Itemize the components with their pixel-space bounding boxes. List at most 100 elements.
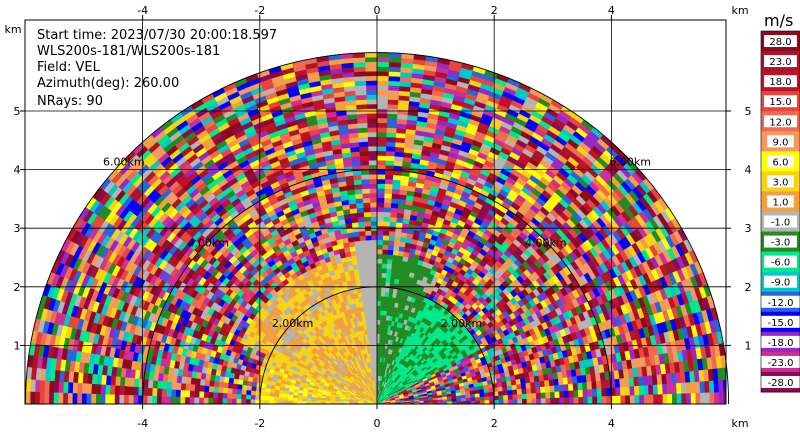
velocity-cell <box>390 263 397 270</box>
velocity-cell <box>217 387 224 394</box>
velocity-cell <box>368 159 378 166</box>
velocity-cell <box>355 249 362 256</box>
velocity-cell <box>503 394 509 400</box>
velocity-cell <box>385 141 396 148</box>
velocity-cell <box>213 380 220 388</box>
velocity-cell <box>371 244 378 250</box>
velocity-cell <box>389 277 395 284</box>
velocity-cell <box>128 386 135 396</box>
velocity-cell <box>359 150 369 157</box>
velocity-cell <box>511 384 518 391</box>
velocity-cell <box>376 277 382 283</box>
velocity-cell <box>387 296 393 303</box>
velocity-cell <box>376 286 382 292</box>
velocity-cell <box>376 192 385 199</box>
velocity-cell <box>376 141 387 147</box>
velocity-cell <box>389 221 397 228</box>
velocity-cell <box>393 278 400 285</box>
velocity-cell <box>370 220 378 227</box>
velocity-cell <box>222 382 229 389</box>
velocity-cell <box>250 386 257 392</box>
velocity-cell <box>371 249 378 255</box>
velocity-cell <box>231 393 237 400</box>
velocity-cell <box>376 263 383 269</box>
velocity-cell <box>218 381 225 389</box>
velocity-cell <box>391 188 400 195</box>
velocity-cell <box>525 387 532 394</box>
velocity-cell <box>539 386 546 393</box>
velocity-cell <box>376 258 383 264</box>
velocity-cell <box>370 234 378 241</box>
velocity-cell <box>311 399 317 403</box>
velocity-cell <box>385 150 395 157</box>
velocity-cell <box>385 268 392 274</box>
velocity-cell <box>369 300 374 307</box>
velocity-cell <box>623 377 630 387</box>
velocity-cell <box>386 258 393 265</box>
velocity-cell <box>376 159 386 166</box>
velocity-cell <box>370 230 378 236</box>
velocity-cell <box>222 387 229 394</box>
velocity-cell <box>364 235 372 241</box>
velocity-cell <box>382 319 387 325</box>
velocity-cell <box>383 305 388 312</box>
velocity-cell <box>372 277 378 283</box>
velocity-cell <box>151 388 158 397</box>
velocity-cell <box>207 397 214 404</box>
velocity-cell <box>358 226 366 232</box>
velocity-cell <box>287 394 294 399</box>
velocity-cell <box>360 244 367 251</box>
velocity-cell <box>259 391 266 397</box>
velocity-cell <box>384 188 393 194</box>
velocity-cell <box>217 392 223 399</box>
velocity-cell <box>633 385 640 396</box>
velocity-cell <box>166 381 173 390</box>
velocity-cell <box>380 286 386 293</box>
velocity-cell <box>395 269 401 275</box>
velocity-cell <box>278 396 284 401</box>
velocity-cell <box>390 202 399 209</box>
velocity-cell <box>572 382 579 391</box>
velocity-cell <box>383 192 392 199</box>
velocity-cell <box>165 389 172 398</box>
velocity-cell <box>170 382 177 391</box>
velocity-cell <box>383 300 389 307</box>
velocity-cell <box>376 267 382 274</box>
velocity-cell <box>521 393 528 400</box>
velocity-cell <box>189 390 195 398</box>
velocity-cell <box>357 268 364 275</box>
velocity-cell <box>376 206 385 213</box>
velocity-cell <box>128 395 134 404</box>
velocity-cell <box>365 239 372 246</box>
velocity-cell <box>273 396 280 401</box>
velocity-cell <box>352 231 360 238</box>
velocity-cell <box>361 254 368 260</box>
velocity-cell <box>391 183 401 190</box>
velocity-cell <box>382 230 390 236</box>
velocity-cell <box>587 396 593 404</box>
velocity-cell <box>147 387 153 397</box>
velocity-cell <box>351 221 359 228</box>
velocity-cell <box>383 202 392 208</box>
velocity-cell <box>287 397 294 402</box>
velocity-cell <box>273 400 279 404</box>
velocity-cell <box>236 398 242 404</box>
velocity-cell <box>385 277 391 284</box>
velocity-cell <box>512 393 518 400</box>
velocity-cell <box>236 384 243 391</box>
velocity-cell <box>379 314 384 321</box>
velocity-cell <box>498 394 504 400</box>
velocity-cell <box>372 281 378 288</box>
velocity-cell <box>534 380 541 388</box>
velocity-cell <box>361 178 370 185</box>
velocity-cell <box>152 380 159 389</box>
velocity-cell <box>559 390 565 398</box>
velocity-cell <box>489 399 495 404</box>
velocity-cell <box>151 395 158 404</box>
velocity-cell <box>264 391 271 397</box>
velocity-cell <box>222 392 228 400</box>
velocity-cell <box>529 381 536 389</box>
velocity-cell <box>269 388 276 394</box>
velocity-cell <box>389 273 396 279</box>
velocity-cell <box>369 192 378 199</box>
